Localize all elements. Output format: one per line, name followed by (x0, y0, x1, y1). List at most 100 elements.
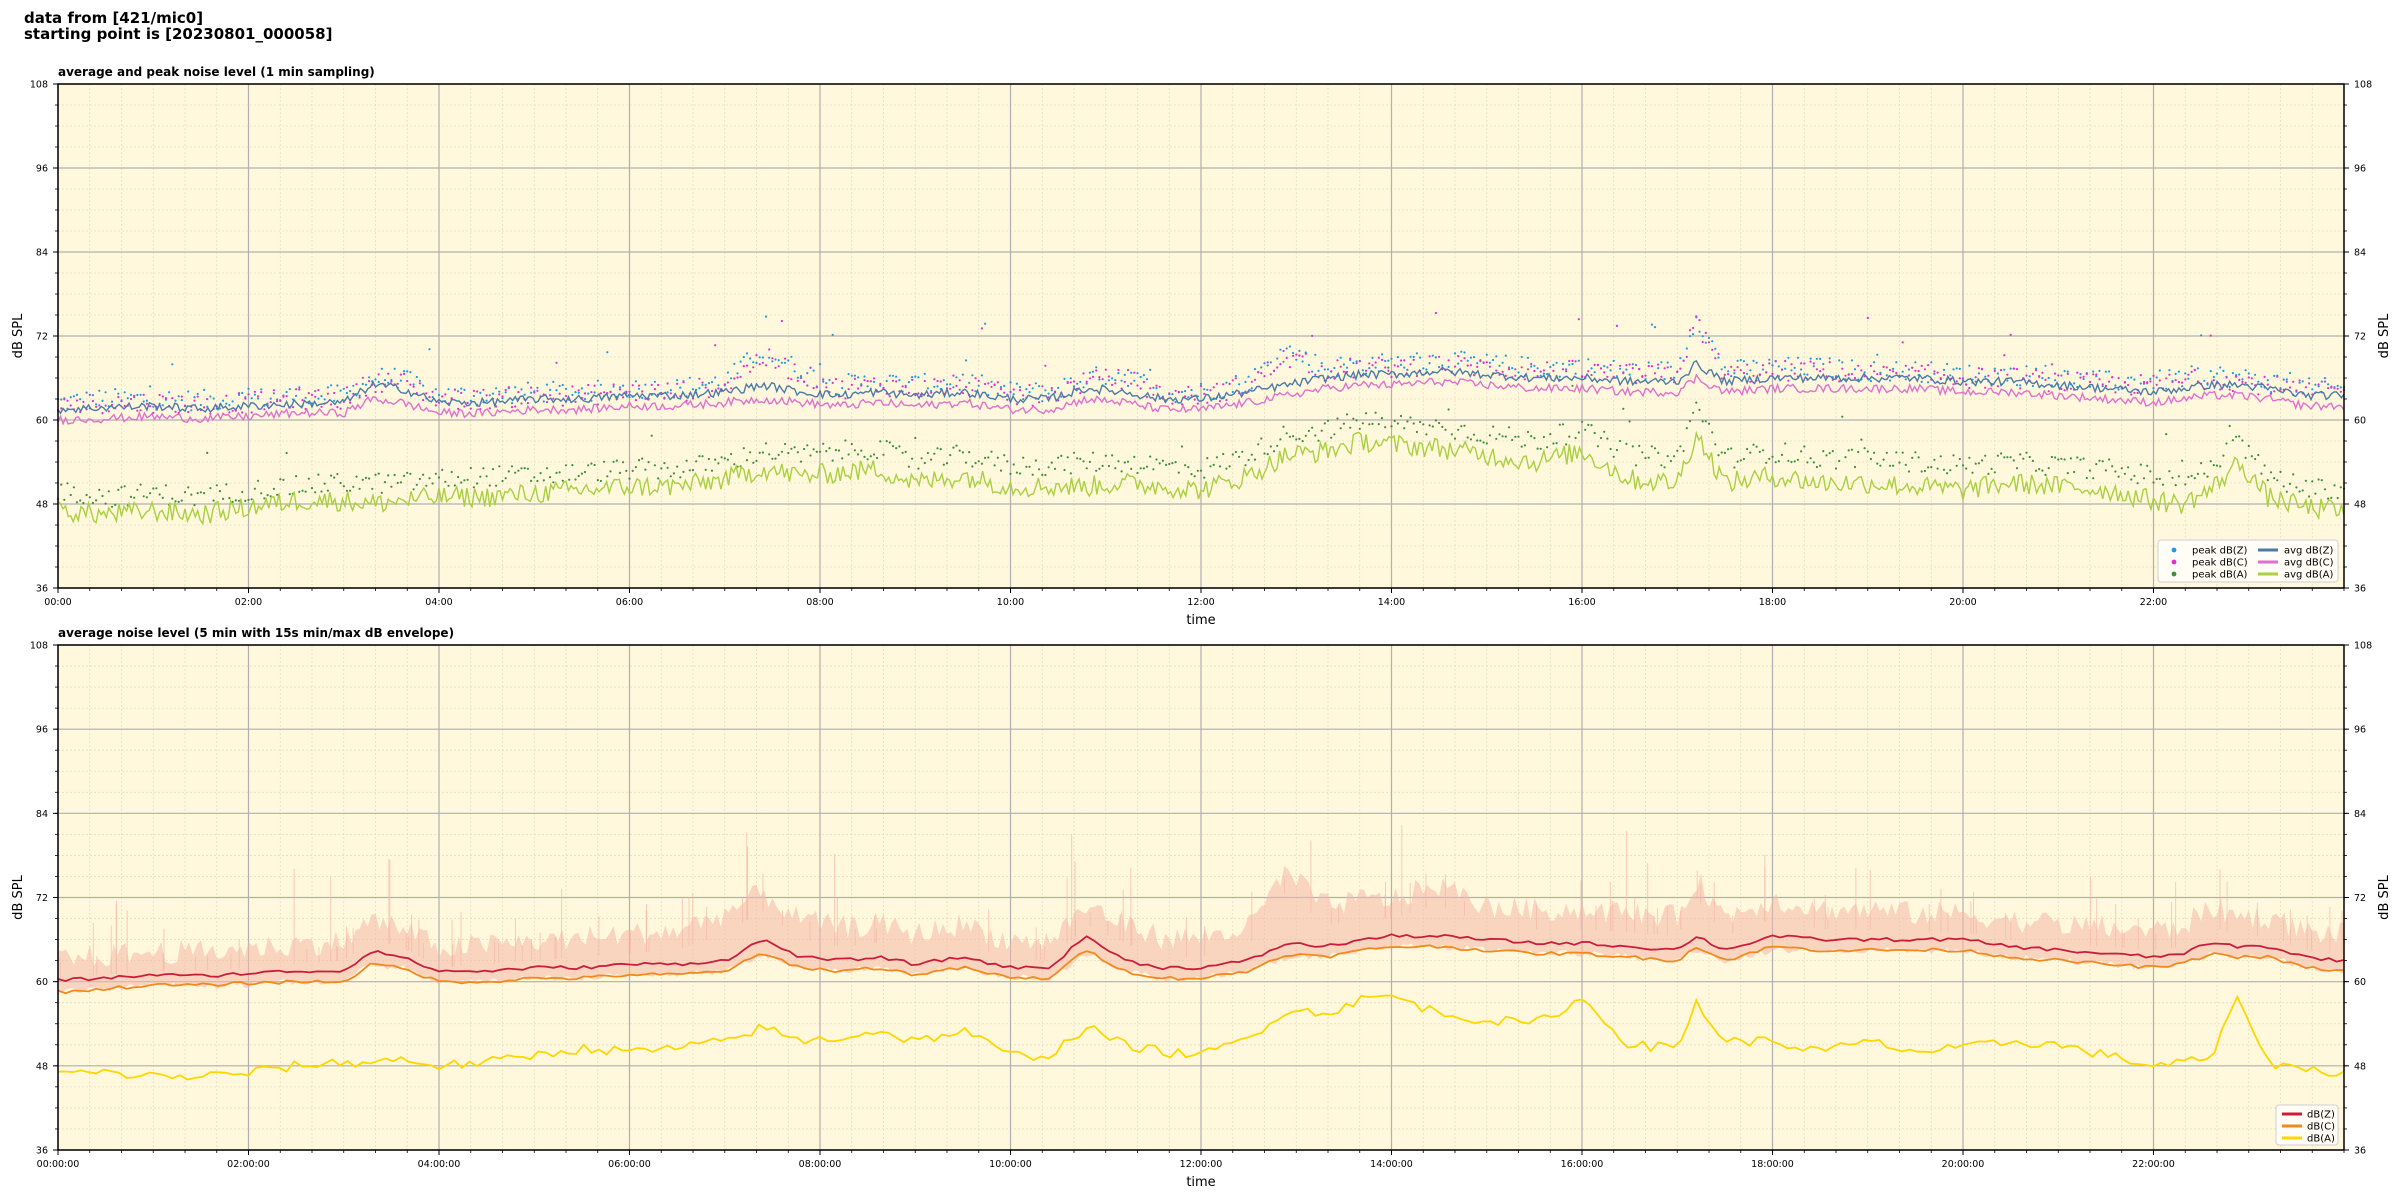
peak-point (730, 387, 733, 390)
peak-point (364, 383, 368, 386)
peak-point (1819, 357, 1822, 360)
peak-point (1311, 370, 1314, 373)
peak-point (174, 399, 177, 402)
peak-point (1873, 370, 1876, 373)
peak-point (501, 479, 504, 483)
peak-point (1892, 370, 1895, 373)
peak-point (1609, 363, 1612, 367)
peak-point (917, 376, 920, 379)
peak-point (1231, 379, 1234, 382)
peak-point (1409, 355, 1412, 358)
peak-point (123, 391, 126, 394)
peak-point (463, 405, 466, 408)
legend-box (2157, 539, 2339, 583)
peak-point (441, 395, 444, 398)
peak-point (2209, 460, 2212, 463)
peak-point (437, 401, 441, 404)
peak-point (679, 476, 682, 479)
peak-point (1130, 467, 1133, 470)
peak-point (164, 484, 167, 487)
peak-point (1990, 384, 1993, 387)
peak-point (1612, 359, 1615, 362)
peak-point (1174, 400, 1177, 404)
peak-point (2295, 486, 2298, 489)
peak-point (936, 447, 939, 450)
peak-point (1288, 435, 1291, 438)
peak-point (1815, 368, 1818, 371)
peak-point (1631, 445, 1634, 448)
legend-label: dB(Z) (2307, 1110, 2335, 1121)
peak-point (1698, 319, 1701, 322)
peak-point (1546, 361, 1549, 364)
peak-point (1920, 470, 1923, 473)
peak-point (622, 461, 625, 464)
peak-point (1644, 457, 1647, 460)
y-tick-label: 36 (36, 1146, 48, 1157)
peak-point (990, 450, 993, 453)
legend-marker (2171, 547, 2177, 553)
peak-point (1145, 395, 1149, 399)
peak-point (453, 484, 456, 487)
peak-point (2288, 371, 2292, 375)
peak-point (1022, 394, 1025, 397)
source-line: data from [421/mic0] (24, 9, 204, 27)
peak-point (1977, 367, 1980, 370)
peak-point (2314, 383, 2317, 386)
peak-point (114, 388, 117, 391)
peak-point (793, 446, 796, 449)
peak-point (2006, 456, 2009, 459)
y-tick-label-right: 72 (2354, 332, 2366, 343)
peak-point (1679, 445, 1682, 448)
peak-point (225, 394, 228, 397)
peak-point (1809, 457, 1812, 460)
peak-point (2212, 464, 2215, 467)
x-axis-label: time (1186, 613, 1215, 628)
peak-point (107, 490, 110, 493)
peak-point (622, 396, 625, 399)
peak-point (1593, 371, 1596, 374)
peak-point (1930, 466, 1933, 469)
peak-point (2212, 379, 2215, 382)
peak-point (469, 407, 472, 410)
peak-point (1072, 380, 1076, 383)
peak-point (812, 386, 815, 390)
peak-point (1380, 417, 1384, 420)
peak-point (66, 482, 69, 485)
peak-point (2111, 376, 2114, 379)
peak-point (2146, 464, 2149, 467)
peak-point (320, 395, 323, 398)
peak-point (1869, 364, 1872, 367)
peak-point (914, 375, 917, 378)
peak-point (2187, 377, 2190, 380)
peak-point (136, 393, 139, 397)
peak-point (895, 375, 898, 378)
peak-point (1069, 377, 1072, 380)
legend: peak dB(Z)peak dB(C)peak dB(A)avg dB(Z)a… (2157, 539, 2339, 583)
peak-point (2339, 390, 2342, 393)
peak-point (333, 476, 336, 479)
peak-point (1111, 454, 1114, 457)
peak-point (1784, 442, 1787, 445)
peak-point (2260, 472, 2263, 475)
peak-point (1076, 457, 1079, 460)
peak-point (69, 396, 72, 399)
peak-point (349, 489, 352, 492)
peak-point (879, 384, 882, 387)
peak-point (1390, 425, 1393, 428)
peak-point (145, 402, 148, 405)
peak-point (1711, 431, 1714, 434)
peak-point (958, 449, 961, 452)
peak-point (193, 504, 196, 507)
peak-point (1463, 357, 1466, 360)
peak-point (1961, 377, 1965, 380)
peak-point (1644, 374, 1647, 377)
peak-point (450, 470, 453, 474)
peak-point (549, 388, 552, 391)
peak-point (1720, 377, 1723, 380)
peak-point (644, 468, 647, 471)
peak-point (787, 451, 790, 455)
peak-point (1660, 464, 1663, 467)
peak-point (698, 377, 701, 380)
peak-point (1295, 358, 1298, 361)
peak-point (710, 381, 714, 384)
